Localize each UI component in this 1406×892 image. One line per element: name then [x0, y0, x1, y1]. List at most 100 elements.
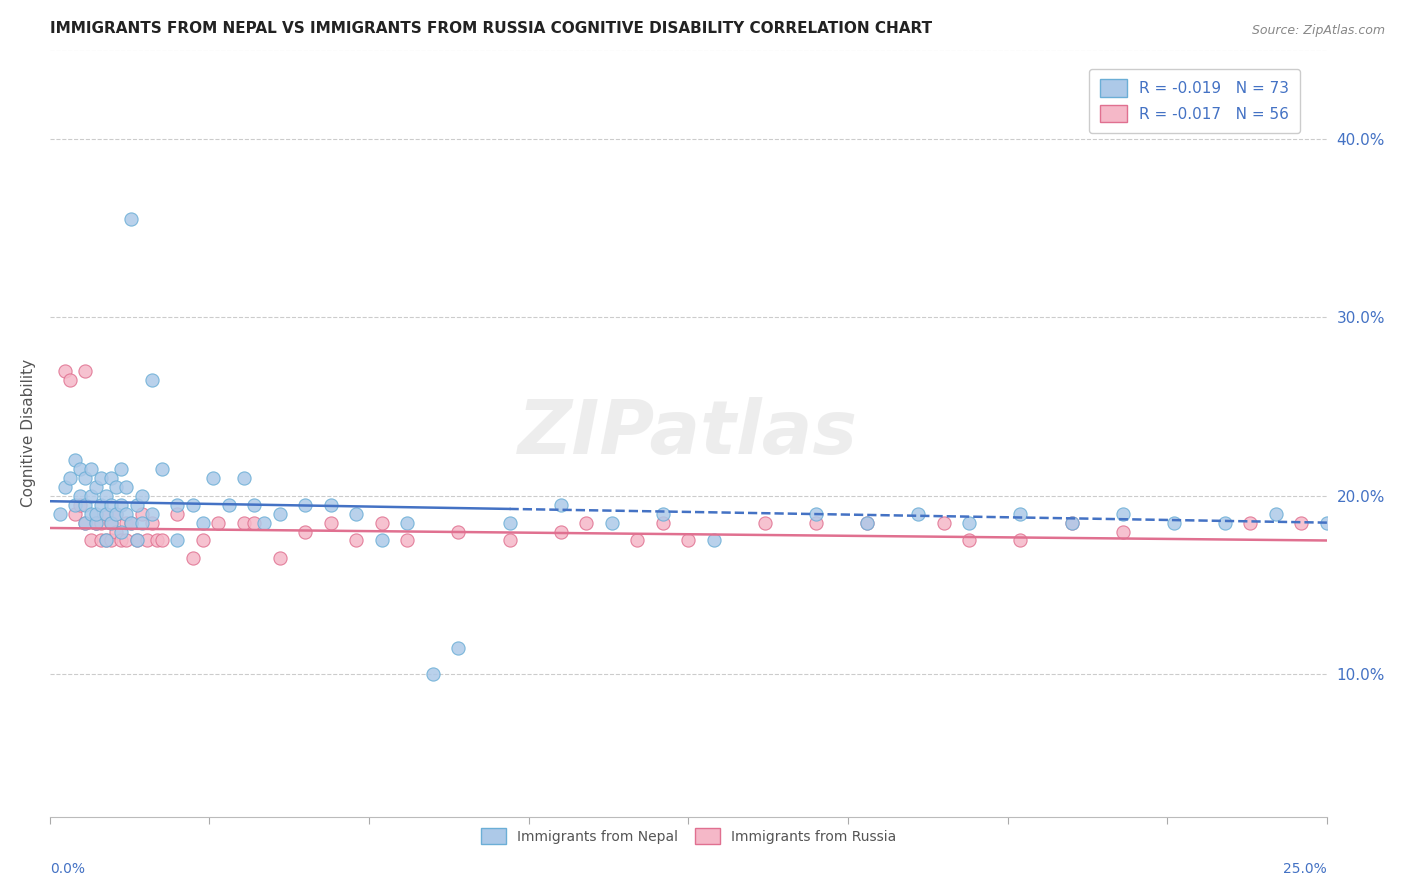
Point	[1213, 516, 1236, 530]
Point	[131, 489, 153, 503]
Point	[422, 667, 444, 681]
Point	[1010, 507, 1032, 521]
Point	[90, 471, 112, 485]
Point	[396, 533, 419, 548]
Point	[269, 551, 291, 566]
Point	[150, 462, 173, 476]
Point	[1111, 524, 1133, 539]
Point	[110, 462, 132, 476]
Y-axis label: Cognitive Disability: Cognitive Disability	[21, 359, 35, 508]
Point	[75, 364, 97, 378]
Point	[957, 516, 980, 530]
Point	[1163, 516, 1185, 530]
Point	[447, 640, 470, 655]
Point	[115, 507, 138, 521]
Point	[105, 524, 128, 539]
Point	[79, 507, 101, 521]
Point	[626, 533, 648, 548]
Text: IMMIGRANTS FROM NEPAL VS IMMIGRANTS FROM RUSSIA COGNITIVE DISABILITY CORRELATION: IMMIGRANTS FROM NEPAL VS IMMIGRANTS FROM…	[49, 21, 932, 36]
Point	[550, 524, 572, 539]
Point	[79, 489, 101, 503]
Point	[79, 462, 101, 476]
Point	[100, 498, 122, 512]
Point	[69, 489, 91, 503]
Point	[232, 516, 254, 530]
Point	[125, 498, 148, 512]
Point	[141, 516, 163, 530]
Text: ZIPatlas: ZIPatlas	[519, 397, 858, 470]
Point	[1316, 516, 1339, 530]
Text: 25.0%: 25.0%	[1284, 862, 1327, 876]
Point	[105, 480, 128, 494]
Point	[856, 516, 879, 530]
Point	[100, 516, 122, 530]
Point	[84, 516, 107, 530]
Point	[319, 516, 342, 530]
Point	[65, 507, 87, 521]
Point	[957, 533, 980, 548]
Point	[94, 533, 117, 548]
Point	[84, 516, 107, 530]
Point	[141, 507, 163, 521]
Point	[181, 551, 204, 566]
Point	[232, 471, 254, 485]
Point	[94, 489, 117, 503]
Point	[371, 533, 394, 548]
Point	[100, 516, 122, 530]
Legend: Immigrants from Nepal, Immigrants from Russia: Immigrants from Nepal, Immigrants from R…	[472, 820, 904, 853]
Point	[141, 373, 163, 387]
Point	[121, 212, 143, 227]
Point	[90, 533, 112, 548]
Point	[703, 533, 725, 548]
Point	[59, 471, 82, 485]
Point	[115, 533, 138, 548]
Point	[1060, 516, 1083, 530]
Point	[110, 524, 132, 539]
Point	[804, 507, 827, 521]
Point	[344, 533, 367, 548]
Point	[1291, 516, 1313, 530]
Point	[146, 533, 169, 548]
Point	[498, 516, 520, 530]
Point	[191, 533, 214, 548]
Point	[90, 516, 112, 530]
Point	[1010, 533, 1032, 548]
Point	[166, 507, 188, 521]
Point	[105, 507, 128, 521]
Point	[447, 524, 470, 539]
Point	[84, 480, 107, 494]
Point	[1239, 516, 1261, 530]
Point	[253, 516, 276, 530]
Point	[75, 498, 97, 512]
Point	[115, 480, 138, 494]
Point	[69, 462, 91, 476]
Point	[84, 507, 107, 521]
Point	[754, 516, 776, 530]
Point	[121, 516, 143, 530]
Point	[94, 507, 117, 521]
Point	[1060, 516, 1083, 530]
Point	[49, 507, 72, 521]
Point	[75, 516, 97, 530]
Point	[100, 471, 122, 485]
Point	[550, 498, 572, 512]
Point	[65, 498, 87, 512]
Point	[191, 516, 214, 530]
Point	[75, 471, 97, 485]
Point	[166, 533, 188, 548]
Point	[218, 498, 240, 512]
Point	[131, 507, 153, 521]
Point	[498, 533, 520, 548]
Text: Source: ZipAtlas.com: Source: ZipAtlas.com	[1251, 24, 1385, 37]
Point	[575, 516, 598, 530]
Point	[131, 516, 153, 530]
Point	[94, 507, 117, 521]
Point	[53, 480, 76, 494]
Point	[651, 507, 673, 521]
Point	[932, 516, 955, 530]
Point	[1111, 507, 1133, 521]
Point	[100, 533, 122, 548]
Point	[150, 533, 173, 548]
Point	[75, 516, 97, 530]
Point	[181, 498, 204, 512]
